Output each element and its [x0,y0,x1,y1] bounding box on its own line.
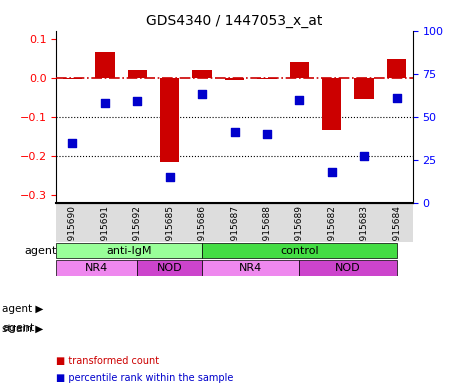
Point [231,129,238,135]
Text: anti-IgM: anti-IgM [106,246,152,256]
Bar [137,260,202,276]
Point [134,98,141,104]
Bar [322,78,341,131]
Text: GSM915688: GSM915688 [262,205,272,260]
Text: NOD: NOD [335,263,361,273]
Bar [160,78,180,162]
Text: GSM915687: GSM915687 [230,205,239,260]
Text: GSM915691: GSM915691 [100,205,109,260]
Title: GDS4340 / 1447053_x_at: GDS4340 / 1447053_x_at [146,14,323,28]
Bar [299,260,396,276]
Point [263,131,271,137]
Point [69,139,76,146]
Text: GSM915684: GSM915684 [392,205,401,260]
Text: GSM915685: GSM915685 [165,205,174,260]
Point [328,169,335,175]
Bar [225,78,244,79]
Text: NOD: NOD [157,263,182,273]
Point [393,95,400,101]
Bar [128,70,147,78]
Bar [95,52,114,78]
Bar [56,243,202,258]
Text: agent: agent [24,246,56,256]
Text: GSM915690: GSM915690 [68,205,77,260]
Bar [56,260,137,276]
Bar [387,59,406,78]
Bar [202,260,299,276]
Text: GSM915692: GSM915692 [133,205,142,260]
Text: GSM915682: GSM915682 [327,205,336,260]
Text: ■ transformed count: ■ transformed count [56,356,159,366]
Text: strain ▶: strain ▶ [2,323,44,333]
Bar [192,70,212,78]
Text: control: control [280,246,318,256]
Text: agent: agent [2,323,35,333]
Text: NR4: NR4 [85,263,108,273]
Bar [202,243,396,258]
Bar [257,78,277,79]
Bar [63,78,82,79]
Text: ■ percentile rank within the sample: ■ percentile rank within the sample [56,373,234,383]
Bar [355,78,374,99]
Text: GSM915686: GSM915686 [197,205,207,260]
Text: agent ▶: agent ▶ [2,304,44,314]
Bar [289,62,309,78]
Text: GSM915683: GSM915683 [360,205,369,260]
Point [360,153,368,159]
Text: GSM915689: GSM915689 [295,205,304,260]
Point [101,100,109,106]
Point [198,91,206,98]
Point [166,174,174,180]
Text: NR4: NR4 [239,263,262,273]
Point [295,96,303,103]
